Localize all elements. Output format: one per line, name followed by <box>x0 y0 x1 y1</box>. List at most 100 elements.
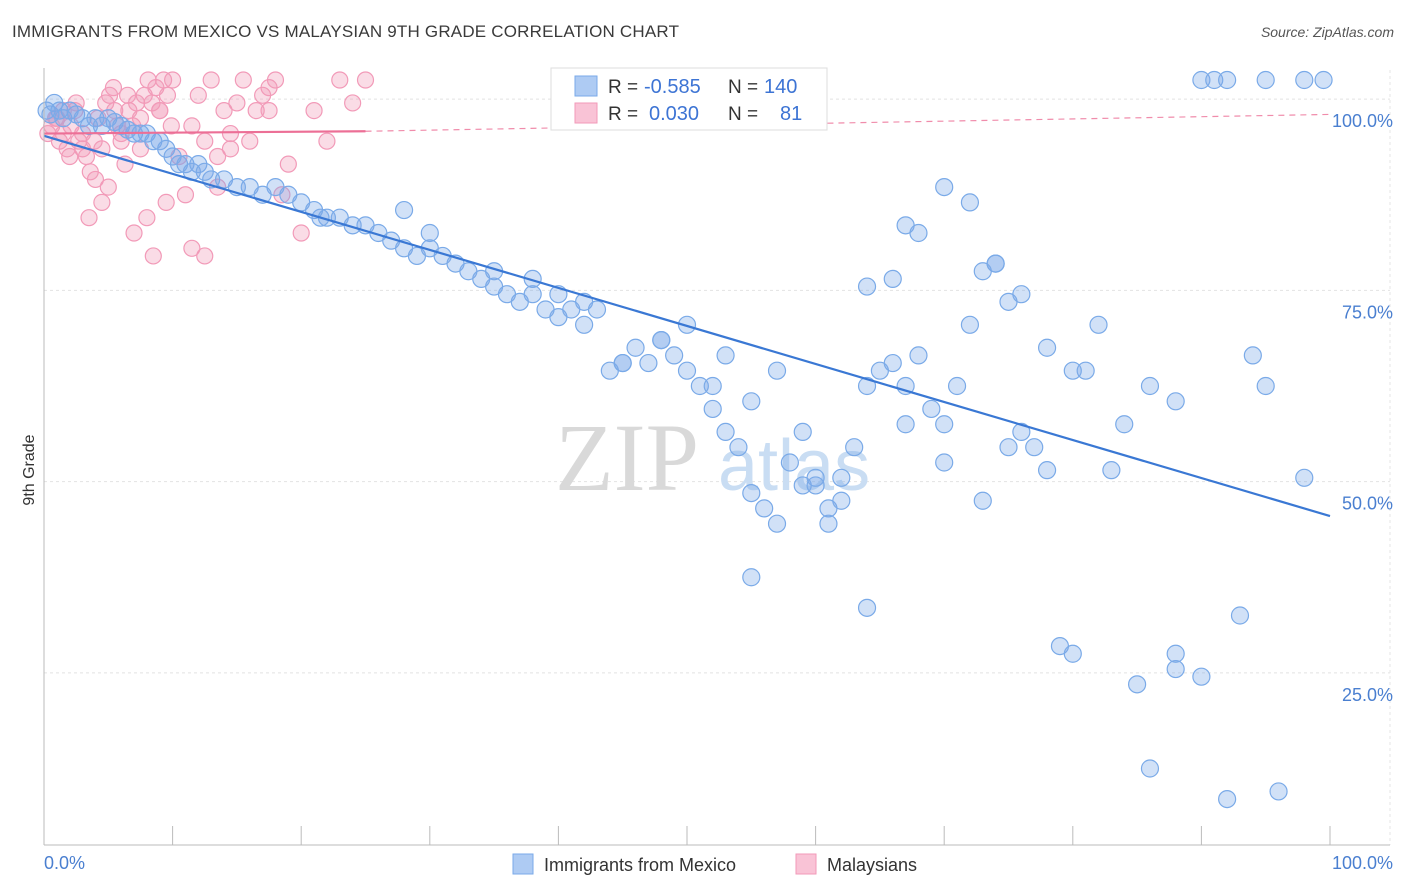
malaysians-point <box>241 132 259 150</box>
mexico-point <box>1218 70 1237 90</box>
mexico-point <box>922 399 941 419</box>
mexico-point <box>857 376 877 396</box>
mexico-point <box>652 331 671 350</box>
mexico-point <box>1037 461 1057 480</box>
legend-n-label-2: N = <box>728 104 758 125</box>
y-tick-label: 100.0% <box>1332 111 1393 131</box>
mexico-point <box>613 353 632 373</box>
malaysians-point <box>292 224 310 242</box>
malaysians-point <box>318 132 336 150</box>
mexico-point <box>755 499 774 518</box>
malaysians-point <box>99 178 117 196</box>
malaysians-point <box>104 79 123 97</box>
malaysians-point <box>331 71 349 89</box>
mexico-point <box>1063 361 1082 380</box>
mexico-point <box>947 376 967 396</box>
mexico-point <box>1127 675 1147 694</box>
malaysians-point <box>279 155 297 173</box>
legend-r-label-2: R = <box>608 104 638 125</box>
mexico-point <box>1256 70 1275 90</box>
malaysians-point <box>260 101 278 120</box>
malaysians-point <box>138 209 156 227</box>
mexico-point <box>677 315 697 334</box>
mexico-point <box>1102 461 1121 480</box>
x-tick-label: 100.0% <box>1332 853 1393 873</box>
mexico-point <box>1166 659 1185 679</box>
mexico-point <box>1037 338 1057 357</box>
legend-r-value-1: -0.585 <box>644 76 701 98</box>
mexico-point <box>1269 782 1288 801</box>
x-tick-label: 0.0% <box>44 853 85 873</box>
mexico-point <box>806 476 825 495</box>
malaysians-point <box>118 86 137 104</box>
mexico-point <box>973 491 992 510</box>
legend-r-value-2: 0.030 <box>649 103 699 125</box>
mexico-point <box>1012 422 1031 441</box>
mexico-point <box>716 346 735 365</box>
malaysians-point <box>196 247 214 265</box>
mexico-point <box>677 361 697 380</box>
bottom-legend-malaysians: Malaysians <box>827 855 917 875</box>
malaysians-point <box>164 71 182 89</box>
mexico-point <box>1256 376 1275 396</box>
malaysians-point <box>86 170 105 189</box>
malaysians-point <box>151 101 169 120</box>
malaysians-point <box>93 193 111 211</box>
mexico-point <box>1025 438 1044 457</box>
mexico-point <box>690 376 709 396</box>
mexico-point <box>639 353 658 373</box>
malaysians-point <box>183 239 201 257</box>
malaysians-point <box>144 247 162 265</box>
mexico-point <box>729 438 748 457</box>
legend-n-label-1: N = <box>728 77 758 98</box>
mexico-point <box>1166 644 1185 663</box>
mexico-point <box>1243 346 1262 365</box>
malaysians-point <box>234 71 252 89</box>
malaysians-point <box>273 186 291 204</box>
mexico-point <box>845 438 864 457</box>
mexico-point <box>626 338 645 357</box>
mexico-point <box>819 514 838 533</box>
bottom-legend-swatch-mexico <box>512 853 534 875</box>
mexico-point <box>935 453 954 472</box>
malaysians-point <box>266 71 285 89</box>
y-tick-label: 75.0% <box>1342 302 1393 322</box>
malaysians-point <box>228 94 246 112</box>
watermark-zip: ZIP <box>555 404 699 511</box>
series-legend: Immigrants from Mexico Malaysians <box>512 853 917 875</box>
mexico-point <box>1115 415 1134 434</box>
mexico-point <box>986 254 1005 273</box>
y-axis-label: 9th Grade <box>21 434 38 505</box>
malaysians-point <box>202 71 220 89</box>
mexico-point <box>716 422 735 441</box>
malaysians-point <box>61 147 79 166</box>
mexico-point <box>806 468 825 487</box>
mexico-point <box>896 415 915 434</box>
malaysians-trend-line-dashed <box>365 113 1331 132</box>
y-tick-label: 25.0% <box>1342 685 1393 705</box>
mexico-point <box>883 269 902 288</box>
mexico-point <box>767 514 787 533</box>
source-label: Source: ZipAtlas.com <box>1260 24 1394 40</box>
mexico-point <box>1218 789 1237 809</box>
malaysians-point <box>247 101 265 120</box>
mexico-point <box>420 223 439 243</box>
mexico-point <box>742 392 761 411</box>
watermark: ZIP atlas <box>555 404 870 511</box>
malaysians-point <box>215 101 233 120</box>
mexico-point <box>1192 667 1211 686</box>
mexico-point <box>909 223 928 243</box>
mexico-point <box>1012 285 1031 304</box>
mexico-point <box>857 598 877 617</box>
malaysians-point <box>157 193 175 211</box>
mexico-point <box>832 491 851 510</box>
legend-r-label-1: R = <box>608 77 638 98</box>
mexico-point <box>909 346 928 365</box>
malaysians-point <box>189 86 207 104</box>
mexico-point <box>703 399 722 419</box>
malaysians-point <box>196 132 214 150</box>
y-tick-label: 50.0% <box>1342 494 1393 514</box>
mexico-point <box>1314 70 1333 90</box>
mexico-point <box>857 277 877 296</box>
